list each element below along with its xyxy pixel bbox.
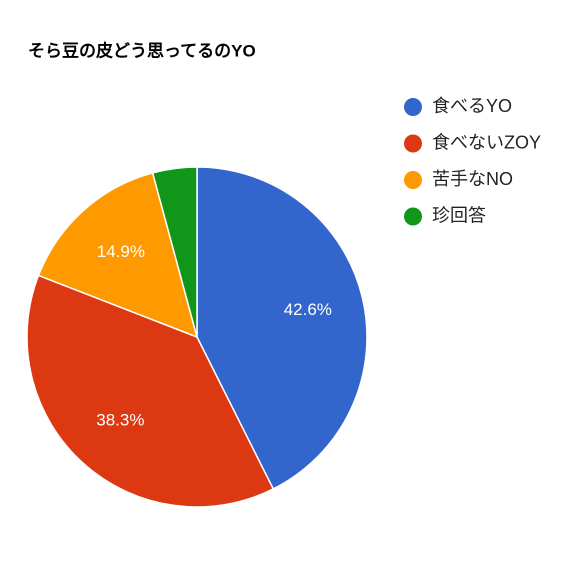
legend-swatch [404, 134, 422, 153]
legend-swatch [404, 98, 422, 116]
data-label: 42.6% [284, 300, 332, 319]
data-label: 14.9% [97, 242, 145, 261]
data-label: 38.3% [96, 411, 144, 430]
legend-swatch [404, 207, 422, 226]
legend-label: 食べるYO [432, 96, 512, 116]
pie-slice [196, 166, 368, 490]
legend-label: 珍回答 [432, 205, 486, 225]
pie-slice [151, 166, 198, 338]
legend-swatch [404, 171, 422, 189]
pie-slice [26, 274, 275, 508]
legend-label: 苦手なNO [432, 169, 513, 189]
pie-slice [37, 171, 199, 339]
chart-title: そら豆の皮どう思ってるのYO [28, 40, 256, 60]
legend-label: 食べないZOY [432, 132, 541, 152]
